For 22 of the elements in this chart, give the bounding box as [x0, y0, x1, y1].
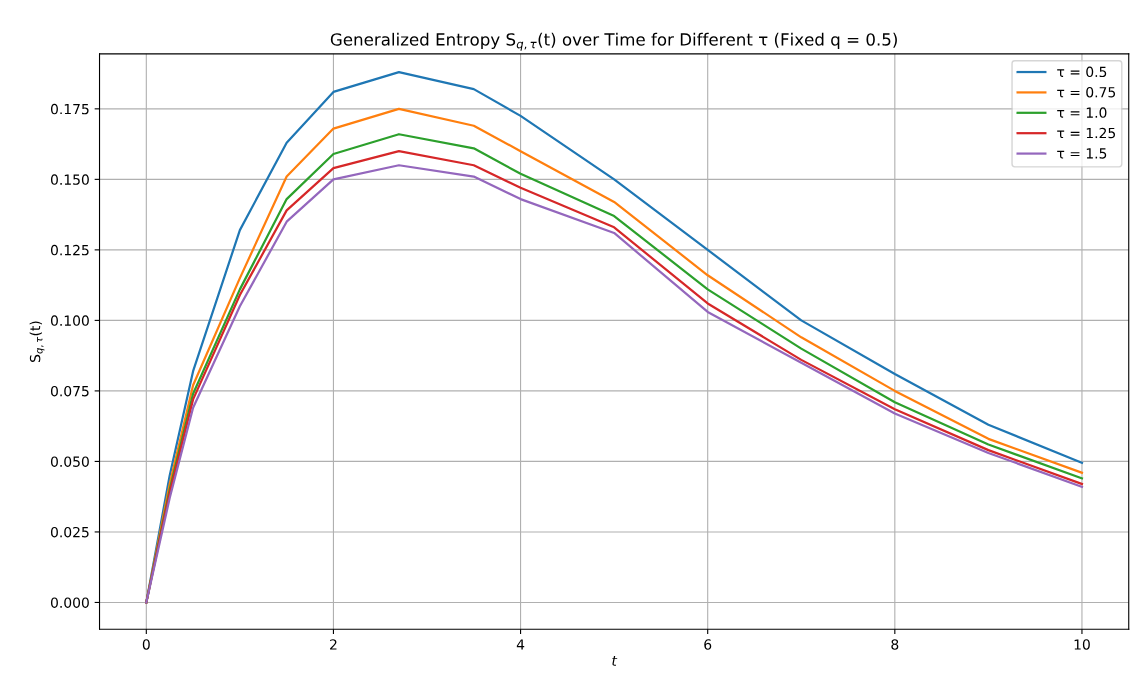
legend-label: τ = 1.5	[1057, 148, 1107, 159]
y-tick-label: 0.125	[50, 244, 89, 256]
legend-label: τ = 1.0	[1057, 107, 1107, 118]
y-tick-label: 0.150	[50, 174, 89, 185]
legend-label: τ = 1.25	[1057, 127, 1116, 139]
y-tick-label: 0.075	[50, 385, 89, 397]
x-tick-label: 2	[330, 639, 337, 650]
y-tick-label: 0.000	[50, 597, 89, 608]
x-tick-label: 8	[891, 639, 899, 650]
y-tick-label: 0.025	[50, 526, 89, 538]
y-tick-label: 0.175	[50, 103, 89, 115]
y-axis-title: S$_{q,τ}$(t)	[29, 321, 45, 362]
legend-label: τ = 0.75	[1057, 86, 1116, 98]
x-axis-title: t	[612, 656, 618, 666]
x-tick-label: 6	[704, 639, 712, 650]
x-tick-label: 0	[142, 639, 150, 650]
legend-label: τ = 0.5	[1057, 66, 1107, 78]
x-tick-label: 4	[516, 639, 525, 650]
y-tick-label: 0.050	[50, 456, 89, 467]
chart-title: Generalized Entropy S$_{q,τ}$(t) over Time for Different τ (Fixed q = 0.5)	[330, 32, 897, 51]
x-tick-label: 10	[1074, 639, 1090, 650]
y-tick-label: 0.100	[50, 315, 89, 326]
